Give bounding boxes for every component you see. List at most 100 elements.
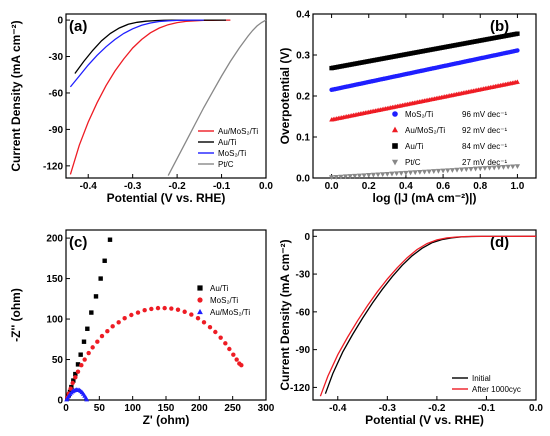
- y-tick-label: -120: [290, 383, 310, 394]
- data-point: [500, 165, 507, 170]
- legend-slope: 92 mV dec⁻¹: [462, 126, 507, 135]
- legend-label: Au/Ti: [218, 138, 237, 147]
- data-point: [110, 324, 115, 329]
- data-point: [435, 168, 442, 174]
- y-tick-label: 50: [52, 355, 64, 366]
- y-tick-label: 0: [57, 396, 63, 407]
- panel-label: (c): [69, 234, 87, 251]
- data-point: [347, 174, 353, 179]
- data-point: [514, 79, 520, 84]
- y-axis-title: -Z'' (ohm): [9, 288, 23, 342]
- data-point: [468, 166, 474, 172]
- data-point: [213, 329, 218, 335]
- x-axis-title: Potential (V vs. RHE): [365, 413, 484, 427]
- data-point: [107, 237, 113, 242]
- panel-label: (b): [490, 18, 509, 35]
- data-point: [510, 164, 516, 170]
- y-tick-label: 0.0: [296, 174, 310, 185]
- data-point: [189, 312, 194, 317]
- data-point: [227, 346, 232, 352]
- series-line: [69, 19, 231, 175]
- y-tick-label: -90: [296, 345, 311, 356]
- series-group-0: [69, 19, 267, 176]
- data-point: [116, 320, 121, 325]
- y-tick-label: 0: [57, 16, 63, 27]
- series-line: [69, 19, 204, 88]
- axes-panel-0: -0.4 -0.3 -0.2 -0.1 0.0 0 -30 -60 -90 -120 Potenti…: [9, 13, 273, 205]
- x-tick-label: 0.2: [362, 181, 376, 192]
- data-point: [515, 48, 520, 53]
- x-tick-label: 0.8: [473, 181, 487, 192]
- legend-label: Initial: [472, 374, 491, 383]
- data-point: [102, 258, 107, 263]
- data-point: [89, 310, 94, 315]
- data-point: [338, 174, 344, 180]
- data-point: [393, 171, 400, 177]
- data-point: [463, 167, 469, 173]
- legend-label: MoS₂/Ti: [218, 149, 246, 158]
- data-point: [195, 316, 201, 321]
- y-axis-title: Overpotential (V): [278, 48, 292, 145]
- data-point: [380, 172, 386, 178]
- y-tick-label: -60: [296, 307, 311, 318]
- x-tick-label: -0.4: [80, 181, 98, 192]
- legend-slope: 96 mV dec⁻¹: [462, 110, 507, 119]
- y-tick-label: 0.3: [296, 51, 310, 62]
- data-point: [421, 169, 428, 175]
- data-point: [459, 167, 465, 173]
- x-axis-title: log (|J (mA cm⁻²)|): [373, 191, 477, 205]
- legend-label: Pt/C: [405, 158, 421, 167]
- series-line: [167, 19, 267, 176]
- data-point: [135, 310, 141, 315]
- data-point: [496, 165, 502, 171]
- x-tick-label: 0.0: [529, 403, 543, 414]
- data-point: [398, 171, 404, 176]
- data-point: [207, 324, 213, 330]
- data-point: [472, 166, 479, 172]
- data-point: [182, 309, 187, 314]
- data-point: [491, 165, 497, 171]
- data-point: [440, 168, 446, 174]
- series-line: [74, 19, 226, 74]
- x-tick-label: 1.0: [510, 181, 524, 192]
- legend-1: MoS₂/Ti 96 mV dec⁻¹ Au/MoS₂/Ti 92 mV dec⁻¹ A…: [391, 110, 507, 167]
- legend-label: Au/MoS₂/Ti: [405, 126, 445, 135]
- data-point: [142, 307, 147, 313]
- data-point: [389, 171, 395, 177]
- x-axis-title: Z' (ohm): [143, 413, 190, 427]
- data-point: [73, 375, 78, 380]
- legend-label: MoS₂/Ti: [405, 110, 433, 119]
- legend-slope: 84 mV dec⁻¹: [462, 142, 507, 151]
- y-axis-title: Current Density (mA cm⁻²): [278, 239, 292, 390]
- data-point: [417, 170, 423, 175]
- plot-frame: [312, 229, 537, 401]
- data-point: [155, 305, 161, 311]
- y-tick-label: -60: [49, 88, 64, 99]
- data-point: [477, 166, 483, 172]
- legend-0: Au/MoS₂/Ti Au/Ti MoS₂/Ti Pt/C: [198, 127, 258, 169]
- panel-label: (d): [490, 234, 509, 251]
- data-point: [149, 306, 154, 312]
- legend-label: Au/Ti: [405, 142, 424, 151]
- data-point: [514, 164, 521, 169]
- x-tick-label: 0.6: [436, 181, 450, 192]
- y-tick-label: -30: [49, 52, 64, 63]
- series-line: [324, 235, 537, 394]
- x-tick-label: 200: [191, 403, 208, 414]
- data-point: [79, 362, 84, 368]
- data-point: [403, 170, 409, 176]
- x-tick-label: 300: [258, 403, 275, 414]
- data-point: [352, 173, 358, 179]
- y-tick-label: 0.4: [296, 10, 310, 21]
- x-tick-label: 0: [63, 403, 69, 414]
- data-point: [90, 345, 95, 350]
- x-axis-title: Potential (V vs. RHE): [107, 191, 226, 205]
- series-line: [319, 235, 537, 397]
- y-tick-label: -120: [43, 161, 63, 172]
- data-point: [93, 294, 99, 299]
- y-tick-label: -90: [49, 125, 64, 136]
- series-group-1: [328, 31, 521, 181]
- data-point: [82, 357, 87, 362]
- data-point: [70, 380, 75, 386]
